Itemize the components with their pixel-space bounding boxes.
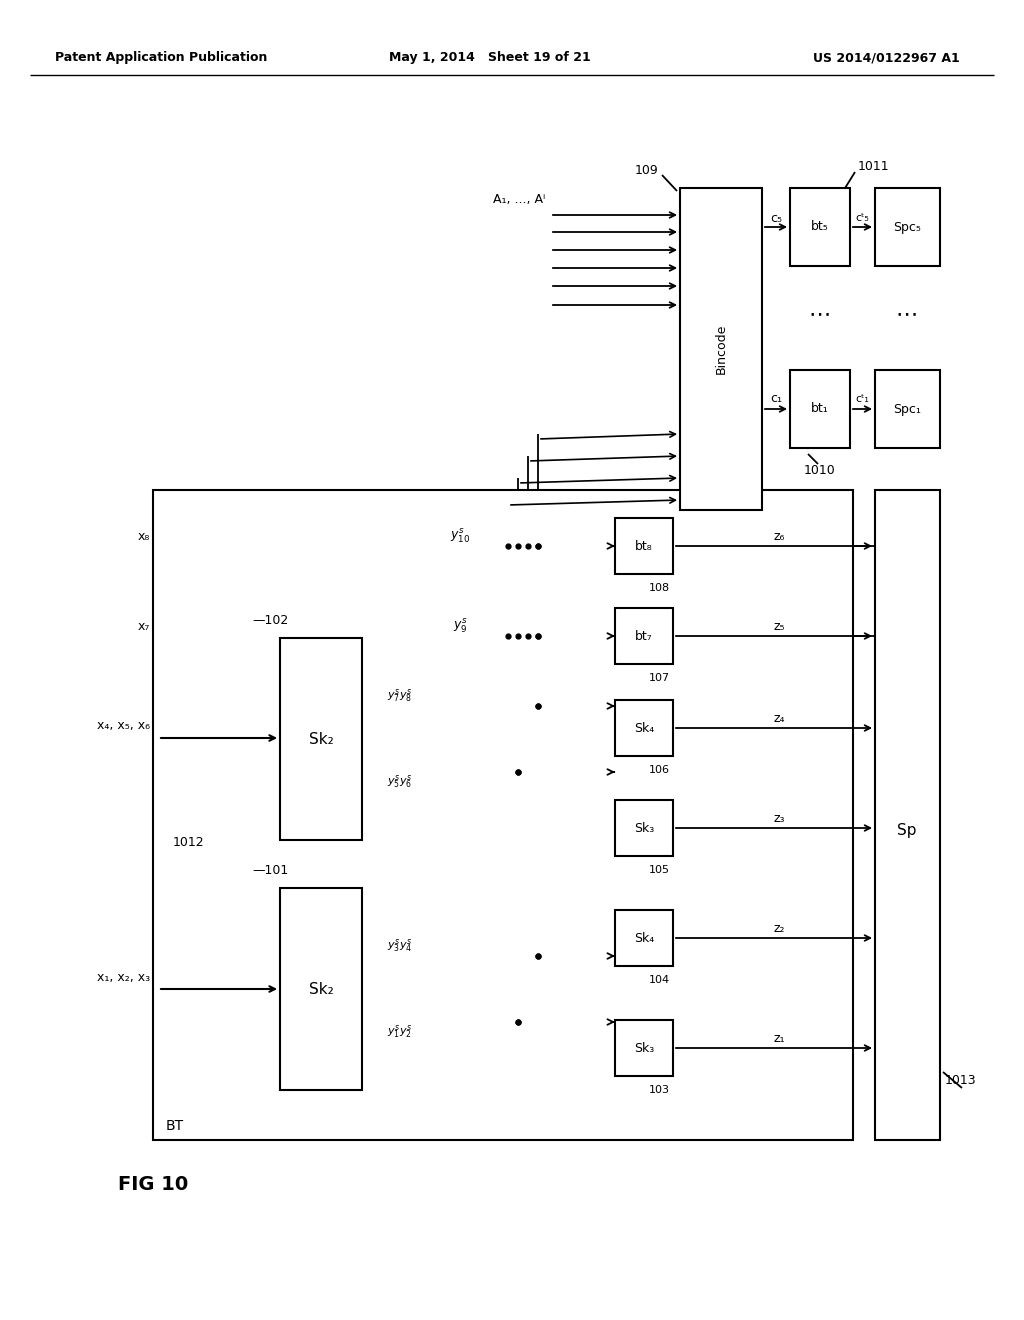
Text: z₅: z₅ [773, 619, 784, 632]
Text: bt₈: bt₈ [635, 540, 653, 553]
Text: May 1, 2014   Sheet 19 of 21: May 1, 2014 Sheet 19 of 21 [389, 51, 591, 65]
Text: Sk₂: Sk₂ [308, 982, 334, 997]
Bar [615, 800, 673, 855]
Text: x₈: x₈ [137, 529, 150, 543]
Text: bt₅: bt₅ [811, 220, 828, 234]
Bar [874, 370, 940, 447]
Text: $y^s_{10}$: $y^s_{10}$ [450, 527, 470, 545]
Text: $y^s_5y^s_6$: $y^s_5y^s_6$ [387, 774, 413, 791]
Text: bt₁: bt₁ [811, 403, 828, 416]
Text: x₄, x₅, x₆: x₄, x₅, x₆ [97, 719, 150, 733]
Text: A₁, ..., Aⁱ: A₁, ..., Aⁱ [493, 194, 545, 206]
Bar [615, 700, 673, 756]
Bar [615, 1020, 673, 1076]
Text: 1012: 1012 [173, 836, 205, 849]
Text: Sk₃: Sk₃ [634, 821, 654, 834]
Text: 106: 106 [649, 766, 670, 775]
Text: z₂: z₂ [773, 921, 784, 935]
Text: z₃: z₃ [773, 812, 784, 825]
Text: 109: 109 [634, 164, 658, 177]
Text: 105: 105 [649, 865, 670, 875]
Text: US 2014/0122967 A1: US 2014/0122967 A1 [813, 51, 961, 65]
Bar [874, 187, 940, 267]
Text: 1010: 1010 [804, 463, 836, 477]
Text: cᵗ₁: cᵗ₁ [855, 393, 869, 404]
Text: Sk₄: Sk₄ [634, 932, 654, 945]
Bar [790, 187, 850, 267]
Text: Spc₅: Spc₅ [893, 220, 921, 234]
Text: $y^s_7y^s_8$: $y^s_7y^s_8$ [387, 688, 413, 705]
Text: 108: 108 [649, 583, 670, 593]
Text: 104: 104 [649, 975, 670, 985]
Text: —102: —102 [252, 614, 288, 627]
Text: 1011: 1011 [858, 160, 890, 173]
Text: 107: 107 [649, 673, 670, 682]
Bar [615, 909, 673, 966]
Text: ⋯: ⋯ [809, 304, 831, 323]
Text: cᵗ₅: cᵗ₅ [855, 213, 869, 223]
Text: c₅: c₅ [770, 211, 782, 224]
Text: z₄: z₄ [773, 711, 784, 725]
Text: z₆: z₆ [773, 529, 784, 543]
Text: bt₇: bt₇ [635, 630, 653, 643]
Bar [153, 490, 853, 1140]
Text: Bincode: Bincode [715, 323, 727, 374]
Text: Sk₃: Sk₃ [634, 1041, 654, 1055]
Text: Spc₁: Spc₁ [893, 403, 921, 416]
Text: ⋯: ⋯ [896, 304, 919, 323]
Text: Patent Application Publication: Patent Application Publication [55, 51, 267, 65]
Text: $y^s_9$: $y^s_9$ [453, 618, 467, 635]
Text: BT: BT [166, 1119, 184, 1133]
Text: z₁: z₁ [773, 1031, 784, 1044]
Text: 1013: 1013 [945, 1073, 977, 1086]
Bar [615, 609, 673, 664]
Bar [615, 517, 673, 574]
Text: Sk₄: Sk₄ [634, 722, 654, 734]
Text: Sp: Sp [897, 822, 916, 837]
Text: —101: —101 [252, 863, 288, 876]
Text: x₇: x₇ [137, 619, 150, 632]
Text: FIG 10: FIG 10 [118, 1176, 188, 1195]
Text: $y^s_3y^s_4$: $y^s_3y^s_4$ [387, 937, 413, 954]
Bar [790, 370, 850, 447]
Text: x₁, x₂, x₃: x₁, x₂, x₃ [97, 972, 150, 985]
Bar [280, 638, 362, 840]
Text: 103: 103 [649, 1085, 670, 1096]
Text: c₁: c₁ [770, 392, 782, 405]
Text: Sk₂: Sk₂ [308, 731, 334, 747]
Bar [280, 888, 362, 1090]
Text: $y^s_1y^s_2$: $y^s_1y^s_2$ [387, 1023, 413, 1040]
Bar [874, 490, 940, 1140]
Bar [680, 187, 762, 510]
